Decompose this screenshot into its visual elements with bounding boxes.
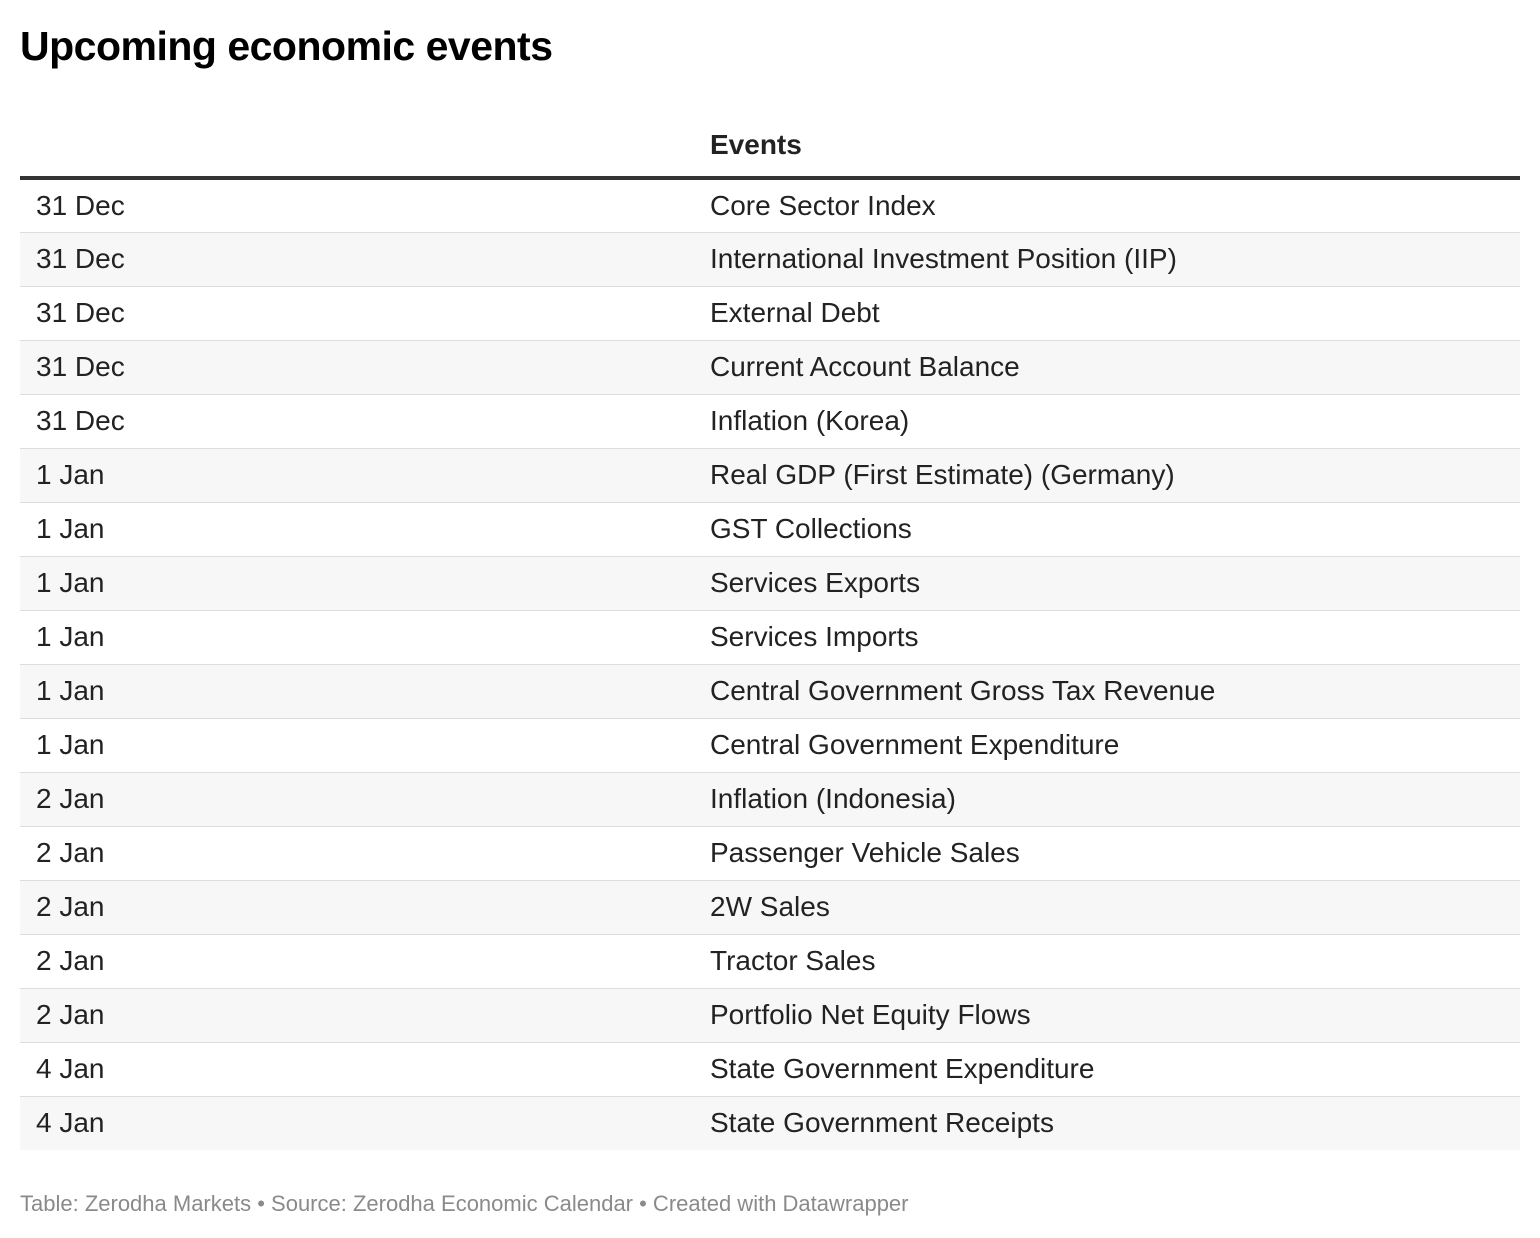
cell-date: 2 Jan [20, 826, 710, 881]
cell-event: Services Imports [710, 610, 1520, 665]
cell-event: Real GDP (First Estimate) (Germany) [710, 448, 1520, 503]
cell-event: 2W Sales [710, 880, 1520, 935]
chart-title: Upcoming economic events [20, 23, 553, 69]
table-row: 31 Dec Current Account Balance [20, 340, 1520, 395]
cell-event: GST Collections [710, 502, 1520, 557]
chart-footer: Table: Zerodha Markets • Source: Zerodha… [20, 1191, 909, 1216]
cell-date: 31 Dec [20, 232, 710, 287]
cell-event: Inflation (Korea) [710, 394, 1520, 449]
table-row: 31 Dec Core Sector Index [20, 178, 1520, 233]
cell-event: Tractor Sales [710, 934, 1520, 989]
cell-event: State Government Receipts [710, 1096, 1520, 1150]
cell-event: Services Exports [710, 556, 1520, 611]
cell-event: State Government Expenditure [710, 1042, 1520, 1097]
cell-event: Central Government Expenditure [710, 718, 1520, 773]
table-row: 31 Dec International Investment Position … [20, 232, 1520, 287]
chart-container: Upcoming economic events Events 31 Dec Co… [20, 0, 1520, 1150]
table-body: 31 Dec Core Sector Index 31 Dec Internation… [20, 178, 1520, 1150]
table-row: 1 Jan Services Imports [20, 610, 1520, 665]
table-row: 4 Jan State Government Expenditure [20, 1042, 1520, 1097]
cell-event: Core Sector Index [710, 178, 1520, 233]
cell-date: 2 Jan [20, 988, 710, 1043]
table-row: 2 Jan Inflation (Indonesia) [20, 772, 1520, 827]
cell-date: 1 Jan [20, 448, 710, 503]
cell-date: 2 Jan [20, 934, 710, 989]
table-row: 1 Jan Real GDP (First Estimate) (Germany) [20, 448, 1520, 503]
cell-date: 1 Jan [20, 664, 710, 719]
cell-event: International Investment Position (IIP) [710, 232, 1520, 287]
cell-event: Passenger Vehicle Sales [710, 826, 1520, 881]
cell-date: 2 Jan [20, 880, 710, 935]
cell-event: Current Account Balance [710, 340, 1520, 395]
table-row: 4 Jan State Government Receipts [20, 1096, 1520, 1150]
table-row: 2 Jan Tractor Sales [20, 934, 1520, 989]
cell-date: 2 Jan [20, 772, 710, 827]
table-row: 31 Dec Inflation (Korea) [20, 394, 1520, 449]
cell-date: 31 Dec [20, 178, 710, 233]
cell-event: Portfolio Net Equity Flows [710, 988, 1520, 1043]
cell-date: 31 Dec [20, 394, 710, 449]
cell-date: 31 Dec [20, 340, 710, 395]
cell-date: 4 Jan [20, 1096, 710, 1150]
table-row: 2 Jan Passenger Vehicle Sales [20, 826, 1520, 881]
table-row: 1 Jan Central Government Gross Tax Revenu… [20, 664, 1520, 719]
column-header-events: Events [710, 114, 1520, 180]
table-row: 2 Jan Portfolio Net Equity Flows [20, 988, 1520, 1043]
cell-event: Central Government Gross Tax Revenue [710, 664, 1520, 719]
cell-date: 1 Jan [20, 502, 710, 557]
events-table: Events 31 Dec Core Sector Index 31 Dec Inte… [20, 114, 1520, 1150]
cell-event: Inflation (Indonesia) [710, 772, 1520, 827]
table-row: 1 Jan Services Exports [20, 556, 1520, 611]
table-row: 1 Jan Central Government Expenditure [20, 718, 1520, 773]
cell-date: 1 Jan [20, 610, 710, 665]
cell-date: 4 Jan [20, 1042, 710, 1097]
cell-event: External Debt [710, 286, 1520, 341]
table-header-row: Events [20, 114, 1520, 180]
table-row: 31 Dec External Debt [20, 286, 1520, 341]
cell-date: 1 Jan [20, 556, 710, 611]
cell-date: 31 Dec [20, 286, 710, 341]
column-header-date [20, 114, 710, 180]
cell-date: 1 Jan [20, 718, 710, 773]
table-row: 1 Jan GST Collections [20, 502, 1520, 557]
table-row: 2 Jan 2W Sales [20, 880, 1520, 935]
